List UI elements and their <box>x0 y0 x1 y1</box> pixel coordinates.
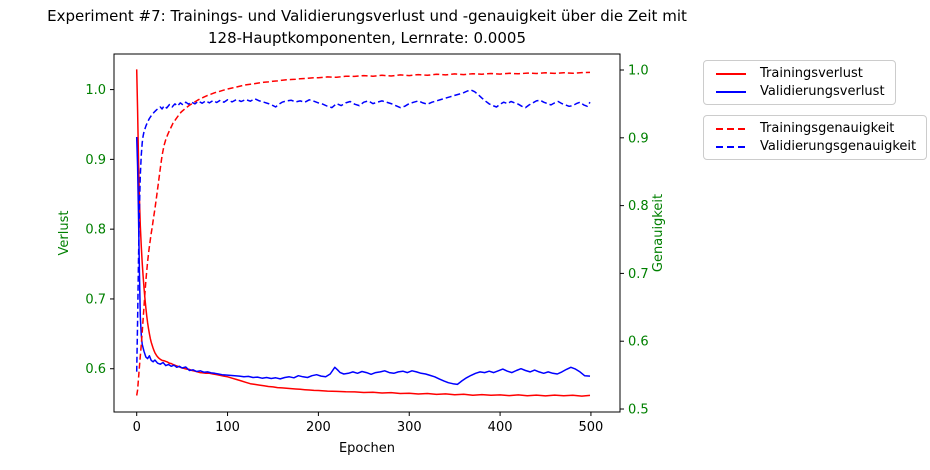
chart-title-line2: 128-Hauptkomponenten, Lernrate: 0.0005 <box>208 29 526 47</box>
legend-label-validierungsgenauigkeit: Validierungsgenauigkeit <box>760 139 917 154</box>
x-tick-label: 500 <box>579 420 604 435</box>
red-dashed-line-sample <box>716 127 746 130</box>
x-tick-label: 0 <box>133 420 141 435</box>
left-tick-label: 0.7 <box>85 292 106 307</box>
legend-item-trainingsgenauigkeit: Trainingsgenauigkeit <box>715 121 916 136</box>
blue-solid-line-sample <box>716 90 746 93</box>
legend-item-validierungsgenauigkeit: Validierungsgenauigkeit <box>715 139 916 154</box>
right-axis-label: Genauigkeit <box>651 194 666 272</box>
blue-dashed-line-sample <box>716 145 746 148</box>
legend-label-trainingsgenauigkeit: Trainingsgenauigkeit <box>760 121 895 136</box>
right-tick-label: 0.9 <box>628 131 649 146</box>
right-tick-label: 0.5 <box>628 403 649 418</box>
legend-loss: Trainingsverlust Validierungsverlust <box>703 60 896 105</box>
x-tick-label: 400 <box>488 420 513 435</box>
series-line-trainingsverlust <box>135 69 591 397</box>
chart-title-line1: Experiment #7: Trainings- und Validierun… <box>47 7 687 25</box>
left-tick-label: 1.0 <box>85 83 106 98</box>
right-tick-label: 0.6 <box>628 335 649 350</box>
left-axis-label: Verlust <box>57 211 72 256</box>
series-line-validierungsgenauigkeit <box>135 89 591 372</box>
legend-label-trainingsverlust: Trainingsverlust <box>760 66 863 81</box>
series-line-validierungsverlust <box>135 136 591 386</box>
series-line-trainingsgenauigkeit <box>135 71 591 396</box>
left-tick-label: 0.9 <box>85 153 106 168</box>
x-tick-label: 300 <box>397 420 422 435</box>
legend-item-validierungsverlust: Validierungsverlust <box>715 84 885 99</box>
right-tick-label: 0.8 <box>628 199 649 214</box>
chart-title: Experiment #7: Trainings- und Validierun… <box>0 5 734 49</box>
x-tick-label: 100 <box>215 420 240 435</box>
left-tick-label: 0.6 <box>85 362 106 377</box>
x-axis-label: Epochen <box>339 441 395 456</box>
axes-frame <box>113 53 621 413</box>
legend-accuracy: Trainingsgenauigkeit Validierungsgenauig… <box>703 115 928 160</box>
right-tick-label: 0.7 <box>628 267 649 282</box>
legend-label-validierungsverlust: Validierungsverlust <box>760 84 885 99</box>
red-solid-line-sample <box>716 72 746 75</box>
x-tick-label: 200 <box>306 420 331 435</box>
legend-item-trainingsverlust: Trainingsverlust <box>715 66 885 81</box>
left-tick-label: 0.8 <box>85 223 106 238</box>
right-tick-label: 1.0 <box>628 64 649 79</box>
